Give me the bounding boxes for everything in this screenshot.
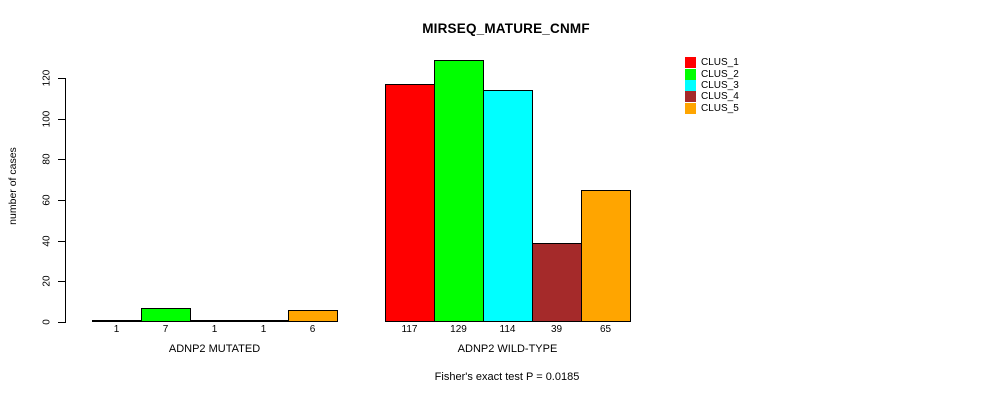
bar [92,320,142,322]
group-label: ADNP2 MUTATED [168,343,261,355]
bar-value-label: 114 [499,324,516,335]
bar-value-label: 6 [309,324,316,335]
legend-label: CLUS_4 [701,91,739,103]
bar-value-label: 1 [211,324,218,335]
legend-item: CLUS_3 [685,79,739,91]
bar-value-label: 7 [162,324,169,335]
y-tick [58,281,65,282]
y-tick [58,322,65,323]
bar [239,320,289,322]
y-tick [58,78,65,79]
legend-swatch [685,102,696,114]
legend-label: CLUS_1 [701,57,739,69]
bar [581,190,631,322]
legend-swatch [685,91,696,103]
chart-title: MIRSEQ_MATURE_CNMF [422,21,590,36]
bar [532,243,582,322]
y-tick-label: 120 [41,69,53,87]
legend-label: CLUS_2 [701,68,739,80]
bar [288,310,338,322]
y-tick-label: 20 [41,275,53,287]
y-tick [58,119,65,120]
bar [483,90,533,322]
legend-label: CLUS_5 [701,102,739,114]
y-tick [58,159,65,160]
legend: CLUS_1 CLUS_2 CLUS_3 CLUS_4 CLUS_5 [685,57,739,114]
legend-swatch [685,57,696,69]
y-tick-label: 40 [41,235,53,247]
group-label: ADNP2 WILD-TYPE [457,343,558,355]
legend-item: CLUS_2 [685,68,739,80]
y-tick [58,241,65,242]
bar-value-label: 65 [599,324,612,335]
legend-label: CLUS_3 [701,79,739,91]
legend-swatch [685,79,696,91]
bar-value-label: 1 [113,324,120,335]
y-axis-label: number of cases [7,147,19,225]
bar [434,60,484,322]
y-tick-label: 0 [41,319,53,325]
y-axis-line [65,78,66,323]
bar-value-label: 129 [450,324,467,335]
y-tick-label: 80 [41,153,53,165]
bar-value-label: 1 [260,324,267,335]
y-tick [58,200,65,201]
bar [141,308,191,322]
legend-item: CLUS_5 [685,102,739,114]
bar [385,84,435,322]
legend-item: CLUS_4 [685,91,739,103]
y-tick-label: 100 [41,110,53,128]
legend-swatch [685,68,696,80]
legend-item: CLUS_1 [685,57,739,69]
y-tick-label: 60 [41,194,53,206]
bar-value-label: 117 [401,324,418,335]
bar [190,320,240,322]
annotation-text: Fisher's exact test P = 0.0185 [434,371,580,383]
bar-value-label: 39 [550,324,563,335]
